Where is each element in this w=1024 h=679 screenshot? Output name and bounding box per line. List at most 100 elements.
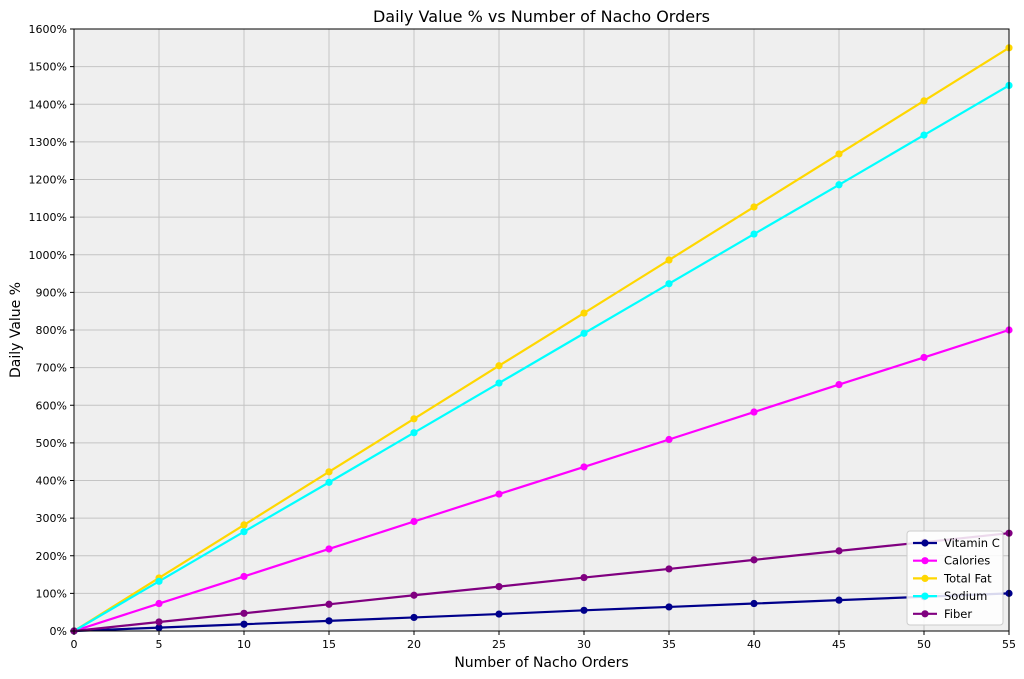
data-point-calories [325, 545, 333, 553]
data-point-sodium [325, 478, 333, 486]
data-point-total-fat [580, 309, 588, 317]
data-point-calories [240, 572, 248, 581]
data-point-fiber [155, 618, 163, 626]
legend-marker-total-fat [921, 574, 929, 583]
data-point-sodium [750, 230, 758, 238]
y-tick-label: 1100% [29, 211, 67, 224]
x-tick-label: 10 [237, 638, 251, 651]
x-tick-label: 40 [747, 638, 761, 651]
y-axis-label: Daily Value % [8, 282, 24, 378]
legend-marker-vitamin-c [921, 539, 929, 547]
y-tick-label: 400% [36, 475, 67, 488]
data-point-fiber [495, 583, 503, 591]
data-point-total-fat [410, 415, 418, 423]
legend-label-calories: Calories [944, 554, 990, 568]
x-tick-label: 25 [492, 638, 506, 651]
data-point-total-fat [665, 256, 673, 264]
data-point-calories [835, 380, 843, 389]
data-point-calories [750, 408, 758, 416]
y-tick-label: 1300% [29, 136, 67, 149]
data-point-total-fat [750, 203, 758, 211]
y-tick-label: 100% [36, 587, 67, 600]
data-point-vitamin-c [410, 613, 418, 622]
data-point-vitamin-c [750, 599, 758, 608]
legend-box [906, 530, 1004, 626]
chart-title: Daily Value % vs Number of Nacho Orders [373, 7, 710, 26]
y-tick-label: 200% [36, 550, 67, 563]
data-point-sodium [240, 528, 248, 536]
series-markers [70, 44, 1013, 635]
data-point-fiber [410, 591, 418, 599]
y-tick-label: 600% [36, 399, 67, 412]
data-point-calories [580, 463, 588, 471]
series-line-fiber [73, 532, 1010, 633]
legend-label-total-fat: Total Fat [943, 571, 992, 585]
data-point-total-fat [835, 150, 843, 158]
data-point-sodium [665, 280, 673, 288]
y-tick-label: 300% [36, 512, 67, 525]
data-point-vitamin-c [155, 624, 163, 632]
data-point-vitamin-c [665, 603, 673, 611]
data-point-total-fat [325, 468, 333, 476]
y-tick-label: 1200% [29, 174, 67, 187]
legend-marker-fiber [921, 610, 929, 618]
data-point-fiber [750, 556, 758, 564]
x-tick-label: 30 [577, 638, 591, 651]
legend-label-fiber: Fiber [944, 607, 972, 621]
legend: Vitamin C Calories Total Fat Sodium Fiber [906, 530, 1004, 626]
x-axis-ticks: 0 5 10 15 20 25 30 35 40 45 50 55 [71, 631, 1016, 651]
data-point-fiber [240, 609, 248, 617]
y-tick-label: 0% [50, 625, 67, 638]
y-tick-label: 900% [36, 286, 67, 299]
data-point-calories [410, 517, 418, 526]
x-tick-label: 20 [407, 638, 421, 651]
data-point-calories [155, 599, 163, 608]
x-tick-label: 15 [322, 638, 336, 651]
data-point-vitamin-c [580, 606, 588, 614]
y-tick-label: 1600% [29, 23, 67, 36]
y-tick-label: 700% [36, 362, 67, 375]
legend-marker-calories [921, 557, 929, 565]
data-point-calories [495, 490, 503, 498]
data-point-fiber [580, 573, 588, 582]
x-tick-label: 35 [662, 638, 676, 651]
data-point-total-fat [495, 362, 503, 370]
data-point-calories [665, 435, 673, 444]
data-point-fiber [325, 600, 333, 608]
x-tick-label: 5 [156, 638, 163, 651]
data-point-sodium [410, 429, 418, 437]
data-point-sodium [155, 577, 163, 585]
data-point-vitamin-c [325, 617, 333, 625]
y-tick-label: 500% [36, 437, 67, 450]
y-tick-label: 1500% [29, 61, 67, 74]
data-point-vitamin-c [835, 596, 843, 604]
data-point-fiber [665, 565, 673, 573]
series-line-calories [73, 328, 1010, 633]
series-line-total-fat [73, 46, 1010, 632]
data-point-sodium [835, 181, 843, 189]
data-point-sodium [495, 379, 503, 387]
series-line-vitamin-c [73, 592, 1010, 633]
data-point-vitamin-c [240, 620, 248, 628]
legend-marker-sodium [921, 592, 929, 600]
data-point-total-fat [240, 521, 248, 529]
series-line-sodium [73, 84, 1010, 632]
series-lines [73, 46, 1010, 633]
legend-label-sodium: Sodium [944, 589, 987, 603]
data-point-calories [920, 353, 928, 362]
x-tick-label: 0 [71, 638, 78, 651]
legend-label-vitamin-c: Vitamin C [944, 536, 1000, 550]
data-point-total-fat [920, 97, 928, 105]
x-tick-label: 45 [832, 638, 846, 651]
data-point-sodium [580, 329, 588, 337]
y-tick-label: 1000% [29, 249, 67, 262]
data-point-vitamin-c [495, 610, 503, 618]
data-point-fiber [835, 547, 843, 555]
y-axis-ticks: 0% 100% 200% 300% 400% 500% 600% 700% 800% 900% 10… [29, 23, 74, 638]
x-tick-label: 50 [917, 638, 931, 651]
x-tick-label: 55 [1002, 638, 1016, 651]
x-axis-label: Number of Nacho Orders [454, 655, 628, 671]
y-tick-label: 1400% [29, 98, 67, 111]
